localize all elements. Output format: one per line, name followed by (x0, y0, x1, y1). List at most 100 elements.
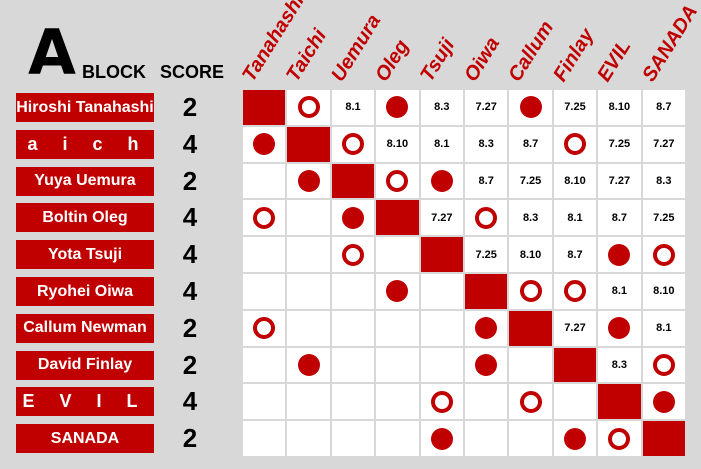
loss-dot-icon (475, 353, 498, 376)
empty-cell (287, 237, 330, 272)
empty-cell (465, 384, 508, 420)
empty-cell (287, 421, 330, 456)
column-header-7: Finlay (548, 24, 599, 86)
empty-cell (331, 310, 375, 346)
score-label: SCORE (160, 62, 225, 82)
wrestler-name: Yuya Uemura (16, 166, 154, 196)
wrestler-score: 2 (182, 165, 198, 196)
loss-cell (598, 237, 641, 272)
loss-cell (553, 421, 597, 456)
self-cell (243, 90, 286, 125)
empty-cell (420, 274, 463, 309)
match-date-cell: 8.3 (420, 90, 463, 125)
win-cell (243, 200, 286, 236)
empty-cell (376, 347, 419, 383)
match-date-cell: 7.27 (465, 90, 508, 125)
win-ring-icon (608, 427, 631, 450)
win-ring-icon (341, 243, 364, 266)
match-date-cell: 8.10 (509, 237, 552, 272)
empty-cell (331, 347, 375, 383)
loss-dot-icon (475, 317, 498, 340)
win-ring-icon (652, 353, 675, 376)
empty-cell (376, 237, 419, 272)
empty-cell (331, 274, 375, 309)
match-date-cell: 8.3 (465, 126, 508, 162)
win-cell (243, 310, 286, 346)
wrestler-name: T a i c h i (16, 129, 154, 159)
win-cell (287, 90, 330, 125)
loss-dot-icon (297, 353, 320, 376)
self-cell (509, 310, 552, 346)
match-date-cell: 8.7 (465, 163, 508, 199)
column-header-4: Tsuji (415, 34, 459, 86)
wrestler-score: 4 (182, 202, 198, 233)
win-cell (331, 237, 375, 272)
win-ring-icon (652, 243, 675, 266)
wrestler-score: 2 (182, 312, 198, 343)
empty-cell (287, 200, 330, 236)
match-date-cell: 8.10 (642, 274, 685, 309)
block-label: BLOCK (82, 62, 146, 82)
loss-dot-icon (652, 390, 675, 413)
wrestler-score: 2 (182, 92, 198, 122)
match-date-cell: 7.27 (420, 200, 463, 236)
win-cell (642, 347, 685, 383)
match-date-cell: 8.3 (509, 200, 552, 236)
empty-cell (553, 384, 597, 420)
empty-cell (243, 347, 286, 383)
win-ring-icon (475, 206, 498, 229)
wrestler-score: 2 (182, 349, 198, 380)
win-cell (509, 274, 552, 309)
empty-cell (509, 347, 552, 383)
empty-cell (243, 384, 286, 420)
match-date-cell: 7.25 (598, 126, 641, 162)
loss-cell (243, 126, 286, 162)
loss-cell (598, 310, 641, 346)
match-date-cell: 7.27 (553, 310, 597, 346)
win-ring-icon (563, 133, 586, 156)
column-header-8: EVIL (593, 36, 636, 86)
loss-dot-icon (430, 427, 453, 450)
empty-cell (287, 310, 330, 346)
win-ring-icon (519, 390, 542, 413)
empty-cell (420, 347, 463, 383)
loss-dot-icon (563, 427, 586, 450)
empty-cell (331, 384, 375, 420)
loss-cell (376, 90, 419, 125)
loss-dot-icon (386, 96, 409, 119)
wrestler-score: 4 (182, 128, 198, 159)
wrestler-name: Boltin Oleg (16, 203, 154, 233)
match-date-cell: 8.7 (509, 126, 552, 162)
wrestler-name: Callum Newman (16, 313, 154, 343)
empty-cell (243, 274, 286, 309)
column-header-5: Oiwa (460, 33, 505, 86)
empty-cell (420, 310, 463, 346)
win-cell (553, 274, 597, 309)
results-grid: 8.1 8.3 7.27 7.25 8.10 8.7 8.10 8.1 8.3 8.7 7.25 7.… (242, 89, 686, 457)
self-cell (598, 384, 641, 420)
empty-cell (376, 310, 419, 346)
loss-cell (287, 163, 330, 199)
win-ring-icon (297, 96, 320, 119)
win-ring-icon (430, 390, 453, 413)
loss-dot-icon (297, 169, 320, 192)
wrestler-name: Ryohei Oiwa (16, 277, 154, 306)
self-cell (465, 274, 508, 309)
match-date-cell: 8.7 (553, 237, 597, 272)
loss-dot-icon (386, 280, 409, 303)
match-date-cell: 7.25 (553, 90, 597, 125)
win-cell (553, 126, 597, 162)
match-date-cell: 8.3 (642, 163, 685, 199)
self-cell (376, 200, 419, 236)
empty-cell (287, 384, 330, 420)
win-ring-icon (253, 206, 276, 229)
empty-cell (287, 274, 330, 309)
match-date-cell: 8.7 (642, 90, 685, 125)
win-cell (420, 384, 463, 420)
match-date-cell: 8.1 (553, 200, 597, 236)
loss-cell (465, 310, 508, 346)
block-letter: A (28, 16, 76, 89)
self-cell (331, 163, 375, 199)
empty-cell (243, 421, 286, 456)
empty-cell (243, 237, 286, 272)
